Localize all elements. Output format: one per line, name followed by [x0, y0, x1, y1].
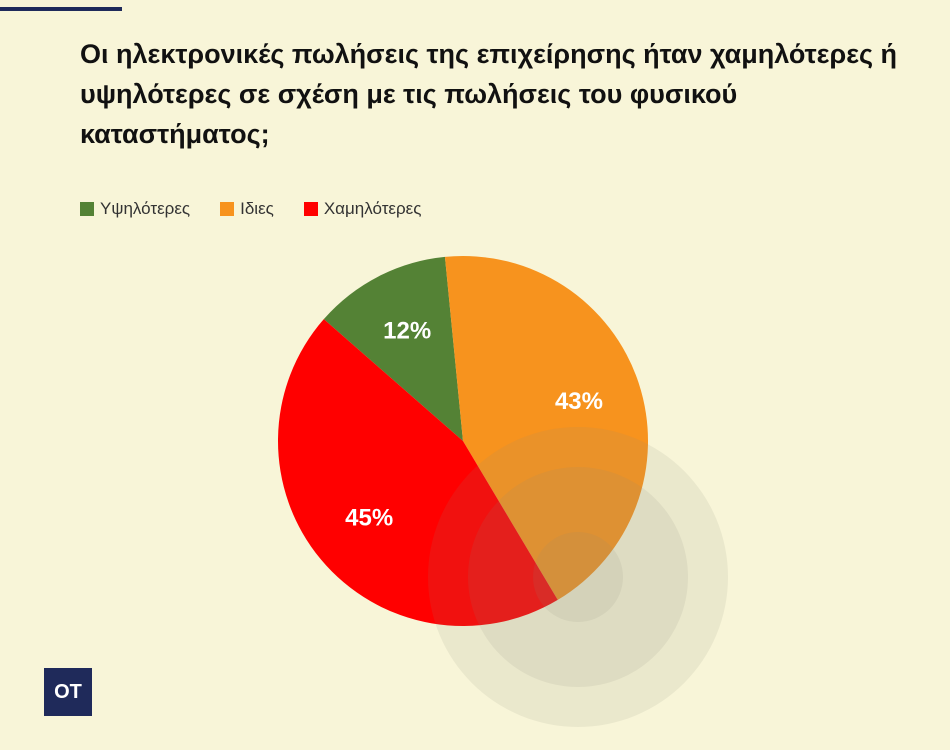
decor-ring: [533, 532, 623, 622]
pie-slice: [444, 256, 648, 600]
data-label: 45%: [345, 505, 393, 532]
legend-item: Χαμηλότερες: [303, 199, 422, 219]
legend-swatch: [80, 202, 94, 216]
decor-ring: [468, 467, 688, 687]
legend-label: Ιδιες: [240, 199, 274, 218]
legend-item: Υψηλότερες: [80, 199, 190, 219]
data-label: 12%: [383, 318, 431, 345]
data-label: 43%: [555, 388, 603, 415]
legend-label: Χαμηλότερες: [323, 199, 422, 218]
decor-ring: [428, 427, 728, 727]
legend-label: Υψηλότερες: [100, 199, 191, 218]
legend-swatch: [303, 202, 318, 216]
chart-title: Οι ηλεκτρονικές πωλήσεις της επιχείρησης…: [80, 39, 898, 149]
legend: Υψηλότερες Ιδιες Χαμηλότερες: [80, 199, 421, 219]
legend-swatch: [220, 202, 235, 216]
logo: OT: [44, 668, 92, 716]
pie-slice: [278, 319, 558, 626]
legend-item: Ιδιες: [220, 199, 274, 219]
accent-line: [0, 7, 122, 11]
pie-slice: [323, 256, 463, 441]
